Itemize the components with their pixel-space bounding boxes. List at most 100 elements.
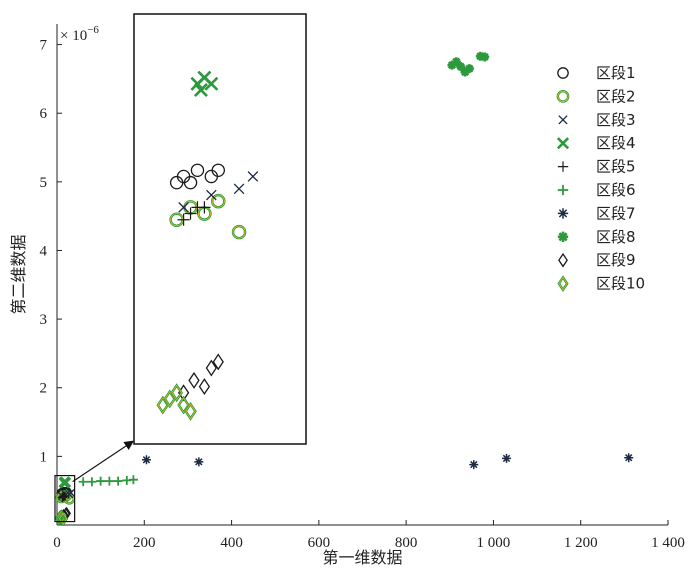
y-tick-label: 7 (40, 38, 48, 54)
legend-item: 区段5 (557, 158, 636, 176)
legend-item: 区段2 (556, 87, 636, 105)
data-point (233, 183, 245, 195)
data-point (210, 193, 226, 209)
legend-item: 区段1 (557, 64, 636, 82)
data-point (464, 64, 474, 74)
data-point (557, 67, 569, 79)
x-tick-label: 600 (308, 535, 331, 551)
data-point (141, 455, 151, 465)
legend: 区段1 区段2 区段3 区段4 区段5 区段6 区段7 区段8 区段9 区段10 (556, 64, 645, 293)
y-tick-label: 6 (40, 106, 48, 122)
data-point (128, 475, 138, 485)
series (447, 51, 490, 77)
legend-item: 区段9 (558, 251, 636, 269)
legend-label: 区段4 (596, 134, 636, 152)
series (58, 476, 72, 489)
data-point (206, 189, 217, 201)
data-point (190, 163, 205, 178)
data-point (194, 457, 204, 467)
y-tick-label: 5 (40, 175, 48, 191)
x-tick-label: 800 (395, 535, 418, 551)
x-tick-label: 400 (220, 535, 243, 551)
data-point (480, 52, 490, 62)
legend-label: 区段5 (596, 158, 636, 176)
data-point (87, 477, 97, 487)
data-point (557, 161, 569, 172)
data-point (193, 82, 208, 97)
legend-label: 区段2 (596, 87, 636, 105)
data-point (58, 492, 68, 502)
data-point (113, 476, 123, 486)
zoom-inset-content (156, 70, 259, 421)
y-scale-factor: × 10−6 (60, 24, 99, 44)
x-tick-label: 200 (133, 535, 156, 551)
x-tick-label: 1 200 (564, 535, 598, 551)
data-point (170, 383, 183, 403)
data-point (66, 488, 76, 497)
data-point (624, 453, 634, 463)
data-point (60, 491, 70, 501)
data-point (96, 476, 106, 486)
data-point (198, 378, 211, 396)
data-point (557, 184, 569, 196)
legend-item: 区段7 (557, 204, 636, 222)
y-tick-label: 3 (40, 312, 48, 328)
data-point (231, 224, 247, 240)
legend-label: 区段1 (596, 64, 636, 82)
data-point (183, 175, 198, 190)
x-axis-label: 第一维数据 (322, 548, 402, 567)
data-point (188, 371, 200, 389)
series (78, 475, 138, 487)
data-point (78, 477, 88, 487)
data-point (178, 202, 189, 213)
data-point (557, 231, 569, 242)
data-point (557, 275, 569, 292)
x-tick-label: 1 000 (477, 535, 511, 551)
legend-item: 区段4 (556, 134, 636, 152)
series (57, 491, 70, 503)
legend-item: 区段6 (557, 181, 636, 199)
zoom-source-box (54, 474, 76, 523)
data-point (460, 67, 470, 77)
data-point (557, 208, 569, 219)
legend-item: 区段8 (557, 228, 636, 246)
data-point (59, 477, 70, 489)
data-point (502, 453, 512, 463)
data-point (211, 163, 225, 178)
data-point (184, 207, 197, 220)
legend-item: 区段10 (557, 275, 645, 293)
y-axis-label: 第二维数据 (9, 234, 28, 314)
legend-label: 区段7 (596, 204, 636, 222)
data-point (104, 476, 114, 486)
zoom-inset-box (133, 13, 307, 445)
data-point (212, 353, 224, 371)
data-point (205, 359, 217, 377)
data-point (184, 401, 197, 421)
data-point (204, 76, 219, 91)
legend-item: 区段3 (558, 111, 636, 129)
legend-label: 区段6 (596, 181, 636, 199)
y-tick-label: 2 (40, 381, 48, 397)
data-point (451, 57, 461, 67)
data-point (177, 213, 190, 226)
data-point (556, 137, 570, 150)
data-point (58, 511, 69, 527)
data-point (447, 60, 457, 70)
legend-label: 区段3 (596, 111, 636, 129)
legend-label: 区段9 (596, 251, 636, 269)
series (141, 453, 634, 470)
data-point (558, 115, 568, 125)
data-point (456, 62, 466, 72)
zoom-arrow (72, 440, 134, 483)
data-point (198, 201, 211, 214)
data-point (247, 171, 259, 182)
legend-label: 区段8 (596, 228, 636, 246)
legend-label: 区段10 (596, 275, 645, 293)
data-point (177, 395, 190, 415)
data-point (558, 252, 568, 268)
x-tick-label: 0 (53, 535, 61, 551)
data-point (556, 90, 570, 103)
data-point (469, 460, 479, 470)
